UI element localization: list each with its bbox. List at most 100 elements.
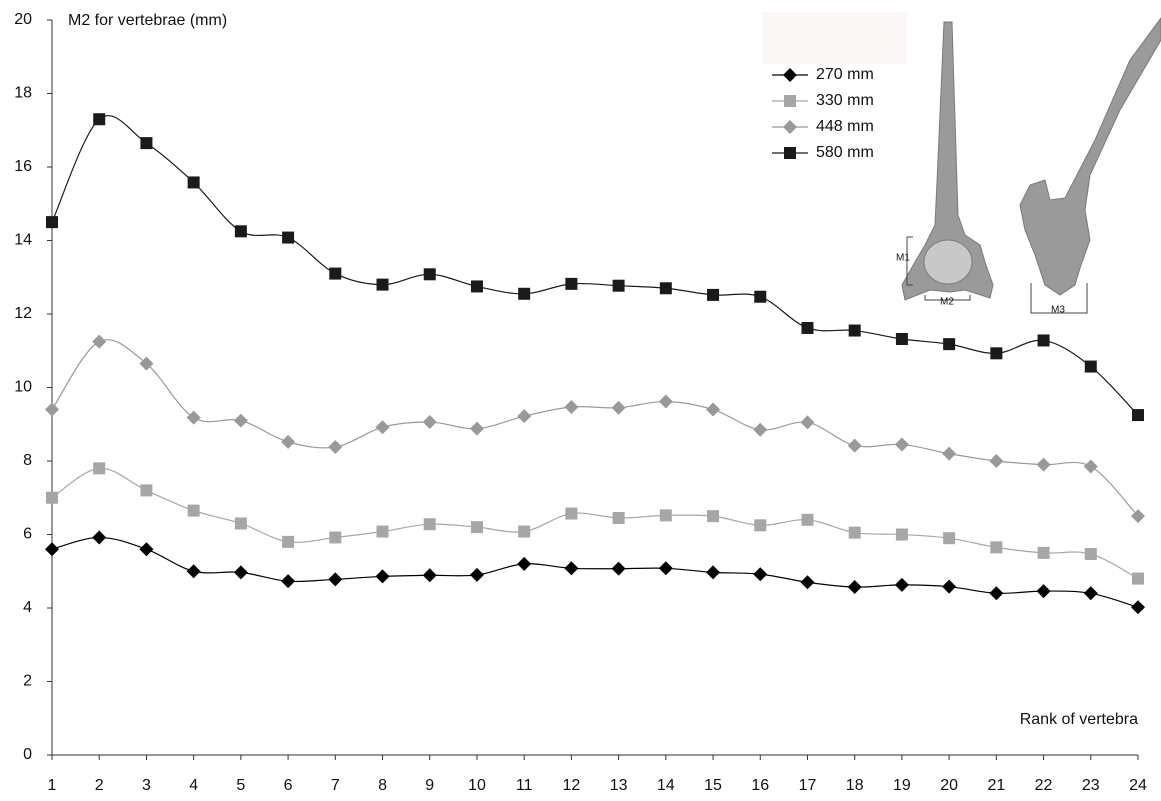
x-axis-label: Rank of vertebra <box>1020 711 1138 728</box>
marker <box>848 324 861 337</box>
marker <box>139 356 154 371</box>
marker <box>564 561 579 576</box>
marker <box>1084 547 1097 560</box>
x-tick-label: 19 <box>893 777 911 794</box>
y-tick-label: 6 <box>23 526 32 543</box>
marker <box>1084 360 1097 373</box>
x-tick-label: 13 <box>610 777 628 794</box>
marker <box>234 517 247 530</box>
marker <box>140 484 153 497</box>
marker <box>706 402 721 417</box>
marker <box>140 137 153 150</box>
marker <box>282 231 295 244</box>
x-tick-label: 24 <box>1129 777 1147 794</box>
marker <box>517 556 532 571</box>
marker <box>801 321 814 334</box>
marker <box>753 567 768 582</box>
legend-marker <box>783 68 797 82</box>
marker <box>328 440 343 455</box>
marker <box>754 290 767 303</box>
marker <box>1132 409 1144 422</box>
marker <box>894 577 909 592</box>
y-tick-label: 18 <box>14 85 32 102</box>
marker <box>187 176 200 189</box>
marker <box>469 567 484 582</box>
marker <box>989 454 1004 468</box>
marker <box>1037 334 1050 347</box>
bracket-m1 <box>906 236 913 286</box>
marker <box>45 402 59 417</box>
image-backdrop <box>762 12 907 64</box>
marker <box>186 564 201 579</box>
y-tick-label: 4 <box>23 599 32 616</box>
legend-marker <box>783 120 797 134</box>
marker <box>707 288 720 301</box>
legend-label: 270 mm <box>816 66 874 83</box>
marker <box>470 280 483 293</box>
legend-label: 330 mm <box>816 92 874 109</box>
marker <box>233 413 248 428</box>
legend-marker <box>784 147 796 159</box>
x-tick-label: 22 <box>1035 777 1053 794</box>
marker <box>92 334 107 349</box>
x-tick-label: 14 <box>657 777 675 794</box>
marker <box>989 586 1004 601</box>
marker <box>1036 457 1051 472</box>
marker <box>753 422 768 437</box>
legend-label: 580 mm <box>816 144 874 161</box>
x-tick-label: 17 <box>799 777 817 794</box>
marker <box>800 415 815 430</box>
x-tick-label: 21 <box>987 777 1005 794</box>
bracket-m2 <box>924 295 971 301</box>
series-line <box>51 467 1139 580</box>
y-tick-label: 20 <box>14 11 32 28</box>
marker <box>612 511 625 524</box>
marker <box>469 421 484 436</box>
x-tick-label: 8 <box>378 777 387 794</box>
marker <box>895 332 908 345</box>
x-tick-label: 7 <box>331 777 340 794</box>
marker <box>942 579 957 594</box>
marker <box>186 410 201 425</box>
marker <box>329 267 342 280</box>
marker <box>942 446 957 461</box>
marker <box>45 542 59 557</box>
x-tick-label: 5 <box>236 777 245 794</box>
marker <box>376 278 389 291</box>
y-tick-label: 12 <box>14 305 32 322</box>
vertebral-body <box>923 239 973 285</box>
marker <box>707 510 720 523</box>
marker <box>518 287 531 300</box>
marker <box>422 568 437 583</box>
marker <box>659 509 672 522</box>
marker <box>422 415 437 430</box>
marker <box>93 462 106 475</box>
x-tick-label: 3 <box>142 777 151 794</box>
marker <box>1131 509 1145 524</box>
marker <box>943 338 956 351</box>
marker <box>1083 459 1098 474</box>
marker <box>895 528 908 541</box>
legend-label: 448 mm <box>816 118 874 135</box>
x-tick-label: 23 <box>1082 777 1100 794</box>
marker <box>612 279 625 292</box>
marker <box>706 565 721 580</box>
x-tick-label: 20 <box>940 777 958 794</box>
marker <box>329 531 342 544</box>
legend-marker <box>784 95 796 107</box>
x-tick-label: 11 <box>516 777 533 794</box>
y-tick-label: 14 <box>14 232 32 249</box>
annotation: M1 <box>896 253 910 264</box>
marker <box>234 225 247 238</box>
series-line <box>51 339 1139 517</box>
vertebra-side <box>1019 17 1161 296</box>
marker <box>46 216 58 229</box>
marker <box>1036 584 1051 599</box>
x-tick-label: 4 <box>189 777 198 794</box>
marker <box>375 420 390 435</box>
marker <box>1037 546 1050 559</box>
x-tick-label: 16 <box>751 777 769 794</box>
marker <box>611 400 626 415</box>
marker <box>847 580 862 595</box>
